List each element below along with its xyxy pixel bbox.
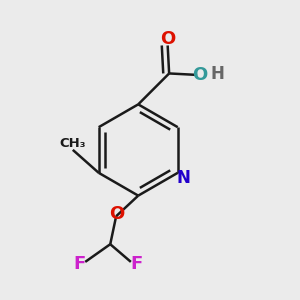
Text: O: O (192, 66, 208, 84)
Text: O: O (110, 205, 124, 223)
Text: CH₃: CH₃ (59, 137, 86, 151)
Text: N: N (177, 169, 190, 187)
Text: F: F (74, 255, 86, 273)
Text: O: O (160, 30, 175, 48)
Text: F: F (130, 255, 142, 273)
Text: H: H (210, 65, 224, 83)
